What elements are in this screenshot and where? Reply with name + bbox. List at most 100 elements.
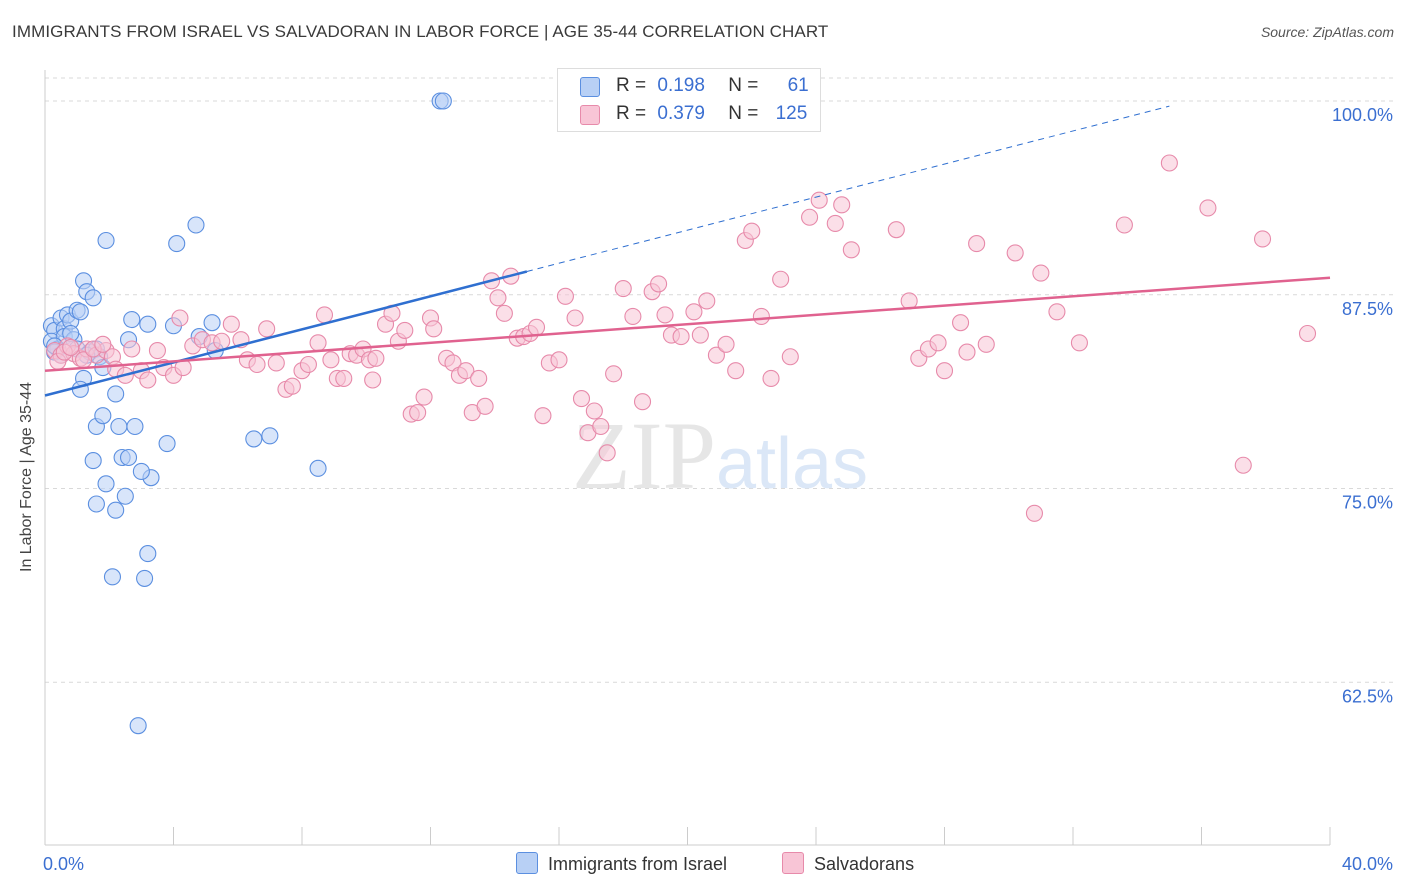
salvadoran-point bbox=[470, 369, 488, 388]
salvadoran-point bbox=[123, 340, 141, 358]
salvadoran-point bbox=[968, 235, 986, 253]
israel-point bbox=[136, 569, 154, 587]
stats-legend: R = 0.198 N = 61 R = 0.379 N = 125 bbox=[557, 68, 821, 132]
salvadoran-point bbox=[248, 355, 266, 374]
israel-point bbox=[139, 315, 157, 333]
salvadoran-point bbox=[556, 287, 574, 305]
salvadoran-point bbox=[309, 334, 327, 352]
salvadoran-point bbox=[977, 335, 995, 353]
salvadoran-point bbox=[1115, 216, 1133, 234]
israel-point bbox=[245, 430, 263, 448]
israel-point bbox=[116, 487, 134, 505]
salvadoran-point bbox=[935, 362, 954, 380]
salvadoran-point bbox=[139, 371, 157, 389]
salvadoran-point bbox=[1199, 199, 1217, 217]
salvadoran-point bbox=[1253, 230, 1272, 248]
salvadoran-point bbox=[213, 332, 231, 350]
israel-point bbox=[261, 427, 279, 445]
israel-point bbox=[203, 314, 221, 332]
israel-point bbox=[119, 448, 138, 467]
israel-point bbox=[309, 459, 327, 477]
salvadoran-point bbox=[707, 346, 725, 364]
salvadoran-point bbox=[476, 397, 494, 415]
salvadoran-point bbox=[396, 321, 414, 339]
y-tick-label: 75.0% bbox=[1342, 493, 1393, 513]
salvadoran-point bbox=[1032, 264, 1050, 282]
salvadoran-point bbox=[527, 318, 546, 336]
salvadoran-point bbox=[833, 196, 851, 214]
salvadoran-point bbox=[457, 362, 475, 380]
salvadoran-point bbox=[826, 214, 844, 232]
israel-n-value: 61 bbox=[787, 75, 809, 96]
israel-point bbox=[71, 303, 89, 321]
salvadoran-point bbox=[633, 393, 652, 411]
y-tick-label: 87.5% bbox=[1342, 299, 1393, 319]
israel-trend-line bbox=[44, 270, 528, 397]
salvadoran-r-label: R = bbox=[616, 103, 647, 124]
salvadoran-point bbox=[283, 377, 301, 395]
salvadoran-point bbox=[752, 307, 770, 326]
salvadoran-point bbox=[598, 444, 616, 462]
salvadoran-point bbox=[1070, 334, 1088, 352]
israel-point bbox=[434, 92, 452, 110]
salvadoran-point bbox=[691, 326, 709, 344]
salvadoran-n-value: 125 bbox=[775, 103, 808, 124]
salvadoran-point bbox=[656, 306, 674, 324]
salvadoran-point bbox=[585, 402, 603, 420]
trend-lines bbox=[44, 105, 1331, 397]
israel-point bbox=[103, 568, 122, 586]
salvadoran-point bbox=[566, 309, 584, 327]
salvadoran-point bbox=[267, 354, 285, 372]
salvadoran-point bbox=[367, 349, 385, 367]
salvadoran-point bbox=[624, 307, 642, 326]
salvadoran-swatch bbox=[580, 105, 600, 125]
salvadoran-point bbox=[1006, 244, 1024, 262]
salvadoran-point bbox=[772, 270, 790, 288]
salvadoran-point bbox=[550, 351, 568, 369]
salvadoran-point bbox=[592, 417, 610, 436]
salvadoran-trend-line bbox=[44, 276, 1331, 372]
x-tick-label-max: 40.0% bbox=[1342, 854, 1393, 874]
salvadoran-point bbox=[534, 407, 552, 425]
israel-point bbox=[158, 434, 176, 453]
bottom-legend-salvadoran: Salvadorans bbox=[782, 852, 914, 876]
israel-point bbox=[107, 501, 125, 519]
y-tick-label: 100.0% bbox=[1332, 105, 1393, 125]
salvadoran-point bbox=[810, 191, 828, 209]
bottom-legend-israel: Immigrants from Israel bbox=[516, 852, 727, 876]
israel-point bbox=[84, 289, 102, 307]
salvadoran-point bbox=[952, 314, 970, 332]
salvadoran-point bbox=[1234, 456, 1252, 474]
salvadoran-point bbox=[62, 338, 80, 357]
salvadoran-point bbox=[614, 279, 632, 298]
salvadoran-n-label: N = bbox=[728, 103, 759, 124]
salvadoran-point bbox=[698, 292, 716, 310]
source-label: Source: ZipAtlas.com bbox=[1260, 24, 1394, 40]
salvadoran-point bbox=[650, 275, 668, 293]
israel-point bbox=[97, 475, 115, 493]
salvadoran-point bbox=[801, 208, 819, 226]
bottom-salvadoran-swatch bbox=[782, 852, 804, 874]
israel-points bbox=[42, 92, 452, 735]
israel-point bbox=[168, 235, 186, 253]
salvadoran-point bbox=[489, 289, 507, 307]
y-tick-labels: 62.5% 75.0% 87.5% 100.0% bbox=[1332, 105, 1393, 706]
israel-point bbox=[139, 545, 157, 563]
israel-point bbox=[132, 462, 150, 481]
salvadoran-point bbox=[887, 221, 905, 239]
bottom-salvadoran-label: Salvadorans bbox=[814, 854, 915, 874]
israel-point bbox=[126, 417, 144, 436]
salvadoran-point bbox=[409, 403, 427, 422]
salvadoran-point bbox=[425, 320, 443, 338]
israel-point bbox=[97, 231, 115, 250]
salvadoran-point bbox=[1048, 303, 1066, 321]
salvadoran-point bbox=[1160, 154, 1178, 172]
salvadoran-point bbox=[958, 343, 976, 361]
salvadoran-point bbox=[762, 369, 780, 388]
israel-point bbox=[129, 717, 147, 735]
israel-swatch bbox=[580, 77, 600, 97]
salvadoran-point bbox=[94, 335, 112, 353]
salvadoran-point bbox=[1025, 504, 1043, 522]
israel-point bbox=[123, 310, 141, 329]
